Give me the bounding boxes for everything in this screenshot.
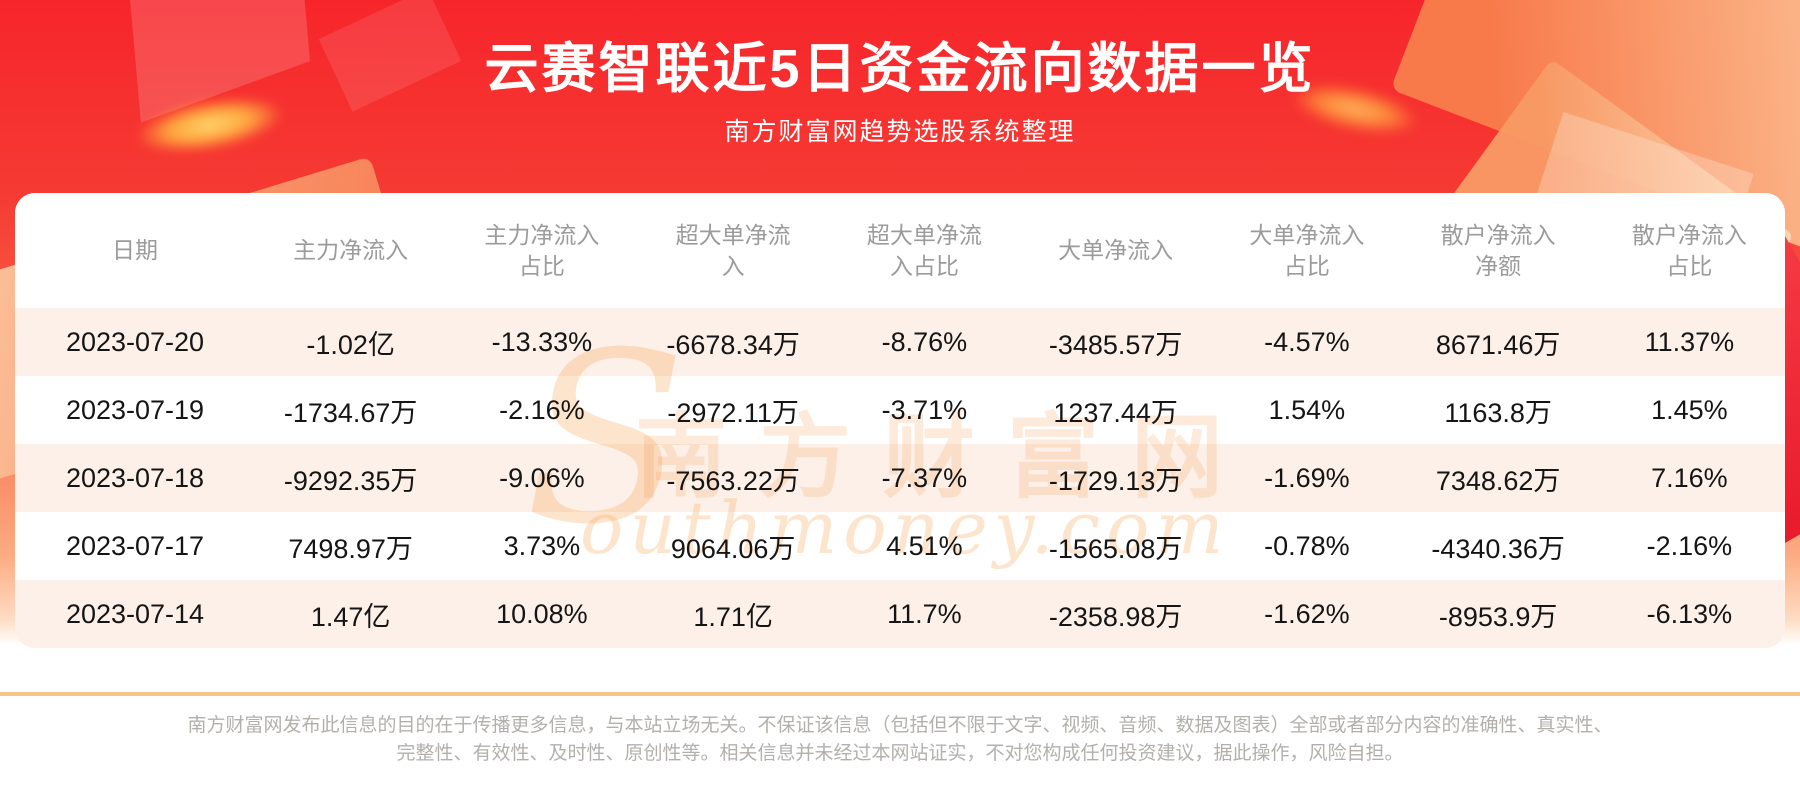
table-cell: 7348.62万 (1435, 465, 1561, 496)
table-cell: 7498.97万 (288, 533, 413, 564)
table-row: 2023-07-18 -9292.35万 -9.06% -7563.22万 -7.37%… (15, 444, 1785, 512)
table-cell: -4.57% (1264, 326, 1350, 357)
header-cell: 散户净流入 净额 (1440, 221, 1556, 279)
table-cell: -0.78% (1264, 530, 1350, 561)
table-cell: -3.71% (881, 394, 968, 425)
table-cell: 2023-07-19 (65, 394, 205, 425)
table-cell: -1.69% (1264, 462, 1350, 493)
table-cell: -6678.34万 (666, 329, 800, 360)
row-stripes-background (15, 193, 1785, 648)
table-cell: -1565.08万 (1048, 533, 1183, 564)
table-cell: 1.71亿 (693, 601, 773, 632)
table-cell: -8.76% (881, 326, 968, 357)
header-cell: 超大单净流 入 (675, 221, 791, 279)
table-body: 2023-07-20 -1.02亿 -13.33% -6678.34万 -8.76% -3… (15, 308, 1785, 648)
table-cell: -7.37% (881, 462, 968, 493)
table-cell: -1.02亿 (306, 329, 395, 360)
data-table-card: S 南方财富网 outhmoney.com 日期 主力净流入 主力净流入 占比 超大单… (15, 193, 1785, 648)
table-cell: 2023-07-18 (65, 462, 205, 493)
table-cell: 1237.44万 (1053, 397, 1178, 428)
table-cell: -1734.67万 (283, 397, 418, 428)
table-cell: 1163.8万 (1444, 397, 1552, 428)
disclaimer-line-2: 完整性、有效性、及时性、原创性等。相关信息并未经过本网站证实，不对您构成任何投资… (396, 743, 1404, 764)
table-cell: -9292.35万 (283, 465, 418, 496)
header-cell: 超大单净流 入占比 (866, 221, 982, 279)
table-cell: -7563.22万 (666, 465, 800, 496)
table-cell: -2972.11万 (667, 397, 799, 428)
page-title: 云赛智联近5日资金流向数据一览 (484, 39, 1316, 99)
table-header: 日期 主力净流入 主力净流入 占比 超大单净流 入 超大单净流 入占比 大单净流入 大单净流… (15, 193, 1785, 308)
table-cell: -2.16% (1646, 530, 1733, 561)
table-row: 2023-07-17 7498.97万 3.73% 9064.06万 4.51% -156… (15, 512, 1785, 580)
table-cell: -3485.57万 (1048, 329, 1183, 360)
table-row: 2023-07-20 -1.02亿 -13.33% -6678.34万 -8.76% -3… (15, 308, 1785, 376)
table-cell: -9.06% (499, 462, 585, 493)
table-cell: 7.16% (1651, 462, 1728, 493)
table-cell: 1.54% (1268, 394, 1346, 425)
table-row: 2023-07-19 -1734.67万 -2.16% -2972.11万 -3.71%… (15, 376, 1785, 444)
table-cell: -1729.13万 (1048, 465, 1183, 496)
table-cell: -8953.9万 (1438, 601, 1558, 632)
table-cell: -2358.98万 (1048, 601, 1183, 632)
table-cell: 2023-07-14 (65, 598, 205, 629)
header-cell: 主力净流入 占比 (484, 221, 600, 279)
table-row: 2023-07-14 1.47亿 10.08% 1.71亿 11.7% -2358.98万… (15, 580, 1785, 648)
page-subtitle: 南方财富网趋势选股系统整理 (724, 118, 1076, 146)
table-cell: 3.73% (503, 530, 581, 561)
disclaimer: 南方财富网发布此信息的目的在于传播更多信息，与本站立场无关。不保证该信息（包括但… (120, 712, 1680, 768)
table-cell: 8671.46万 (1435, 329, 1561, 360)
table-cell: -4340.36万 (1431, 533, 1565, 564)
header-cell: 大单净流入 (1058, 237, 1174, 263)
header-cell: 散户净流入 占比 (1631, 221, 1747, 279)
table-cell: 11.37% (1644, 326, 1735, 357)
header-cell: 大单净流入 占比 (1249, 221, 1365, 279)
footer-divider (0, 692, 1800, 696)
table-cell: 2023-07-20 (65, 326, 205, 357)
table-cell: -1.62% (1264, 598, 1350, 629)
table-cell: -6.13% (1646, 598, 1733, 629)
table-cell: 11.7% (887, 598, 962, 629)
table-cell: 9064.06万 (670, 533, 796, 564)
disclaimer-line-1: 南方财富网发布此信息的目的在于传播更多信息，与本站立场无关。不保证该信息（包括但… (187, 715, 1613, 736)
table-cell: 1.45% (1651, 394, 1728, 425)
table-cell: 2023-07-17 (65, 530, 205, 561)
table-cell: 1.47亿 (310, 601, 391, 632)
table-cell: -13.33% (491, 326, 593, 357)
header-cell: 主力净流入 (293, 237, 409, 263)
header-cell: 日期 (112, 237, 158, 263)
table-cell: -2.16% (499, 394, 585, 425)
table-cell: 10.08% (496, 598, 588, 629)
table-cell: 4.51% (886, 530, 963, 561)
